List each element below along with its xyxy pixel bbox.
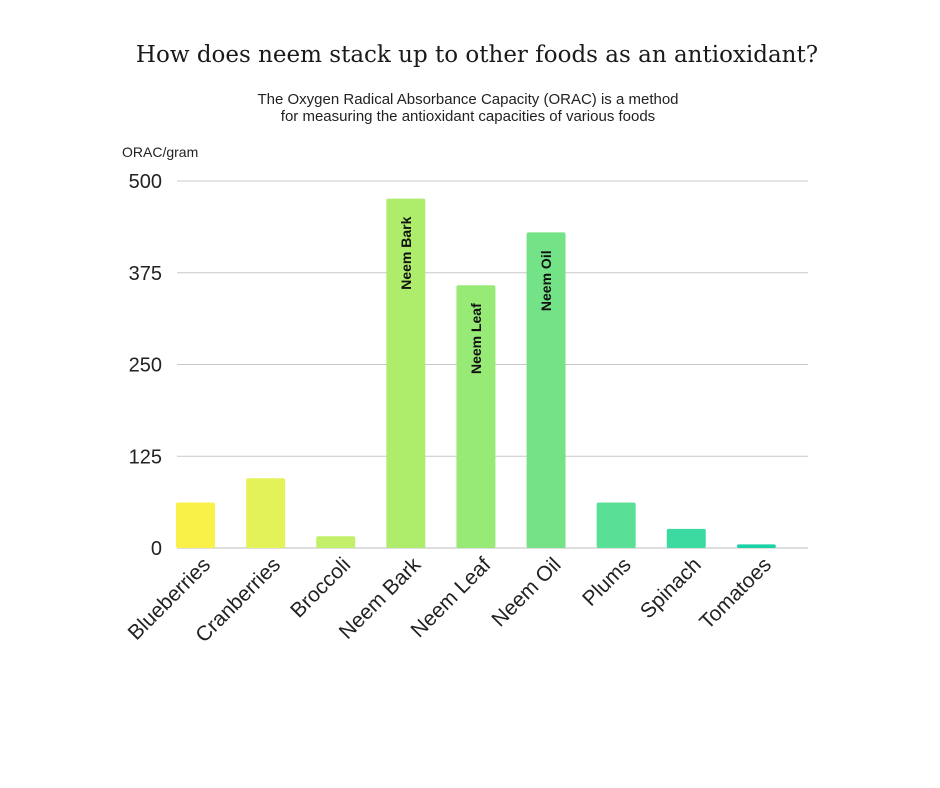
bar-tomatoes	[736, 544, 776, 548]
y-axis-label: ORAC/gram	[122, 144, 198, 160]
x-tick-label: Tomatoes	[695, 553, 776, 634]
bar-data-label: Neem Leaf	[468, 303, 484, 374]
y-tick-label: 500	[129, 171, 162, 193]
y-tick-labels: 0 125 250 375 500	[129, 171, 162, 560]
subtitle-line-1: The Oxygen Radical Absorbance Capacity (…	[257, 91, 679, 108]
bar-broccoli	[316, 536, 356, 548]
chart-title: How does neem stack up to other foods as…	[135, 42, 819, 68]
x-tick-label: Plums	[578, 553, 636, 611]
bar-labels: Neem Bark Neem Leaf Neem Oil	[398, 216, 554, 374]
x-tick-label: Spinach	[636, 553, 706, 623]
bar-data-label: Neem Oil	[538, 250, 554, 311]
bars	[176, 198, 776, 548]
y-tick-label: 250	[129, 355, 162, 377]
bar-cranberries	[246, 478, 286, 548]
x-tick-label: Broccoli	[286, 553, 355, 622]
bar-neem-oil	[526, 232, 566, 548]
subtitle-line-2: for measuring the antioxidant capacities…	[280, 108, 656, 125]
x-tick-label: Neem Oil	[487, 553, 565, 631]
bar-data-label: Neem Bark	[398, 216, 414, 289]
bar-neem-leaf	[456, 285, 496, 548]
bar-spinach	[666, 528, 706, 548]
chart-subtitle: The Oxygen Radical Absorbance Capacity (…	[0, 91, 936, 125]
y-tick-label: 0	[151, 538, 162, 560]
y-tick-label: 125	[129, 446, 162, 468]
bar-neem-bark	[386, 198, 426, 548]
bar-blueberries	[176, 502, 215, 548]
bar-plums	[596, 502, 636, 548]
y-tick-label: 375	[129, 263, 162, 285]
